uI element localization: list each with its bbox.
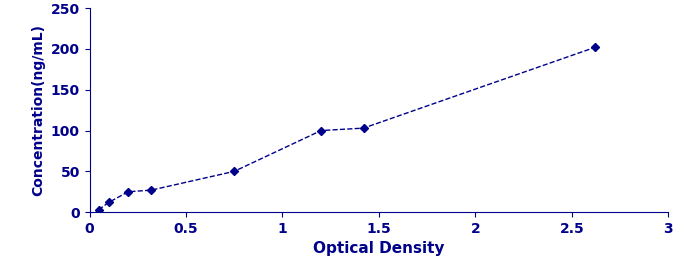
X-axis label: Optical Density: Optical Density <box>313 242 444 256</box>
Y-axis label: Concentration(ng/mL): Concentration(ng/mL) <box>31 24 45 196</box>
